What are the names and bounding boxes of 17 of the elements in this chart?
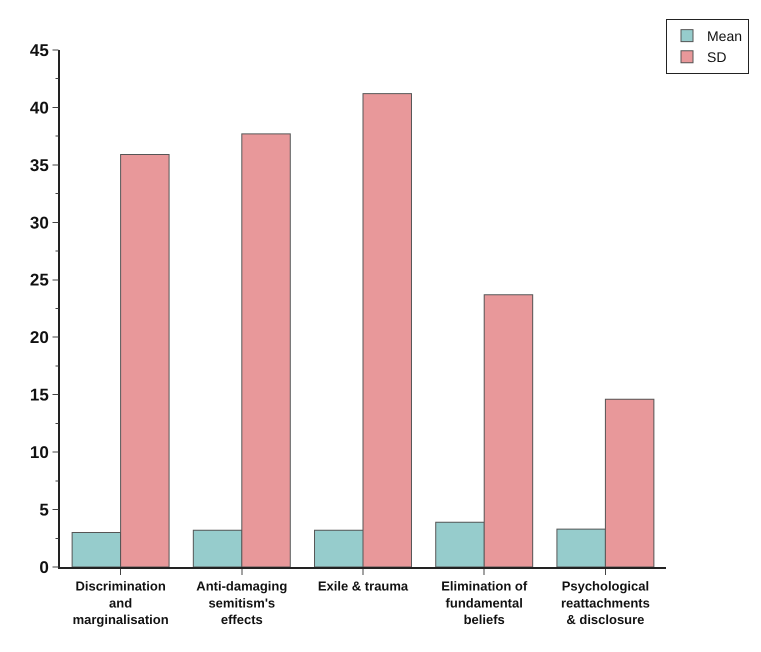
y-tick-label: 0 [39,558,49,577]
x-tick-label: Discrimination and marginalisation [72,578,169,628]
y-tick-label: 35 [30,156,49,175]
y-tick-label: 25 [30,270,49,290]
x-tick-label: Anti-damaging semitism's effects [196,578,288,628]
x-tick-label: Psychological reattachments & disclosure [560,578,650,628]
legend-label: SD [707,49,726,66]
x-tick-label: Elimination of fundamental beliefs [441,578,528,628]
y-tick-label: 20 [30,328,49,348]
y-tick-label: 10 [30,443,49,462]
y-tick-label: 30 [30,213,49,232]
y-tick-label: 40 [30,98,49,118]
x-tick-label: Exile & trauma [318,578,409,594]
legend-label: Mean [707,28,742,44]
y-tick-label: 45 [30,40,49,60]
y-tick-label: 5 [39,500,49,520]
y-tick-label: 15 [30,386,49,405]
